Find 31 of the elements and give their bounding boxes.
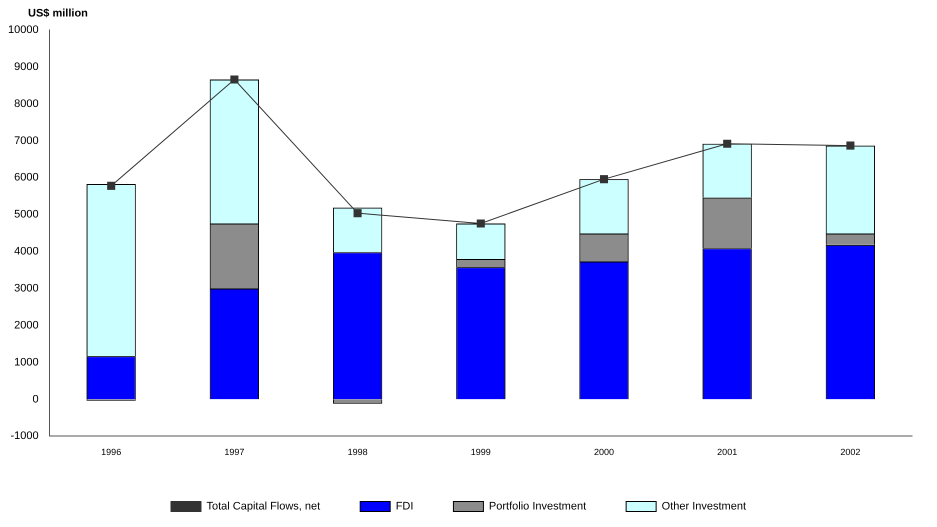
y-tick-label: -1000: [10, 430, 39, 442]
y-tick-label: 1000: [14, 356, 39, 368]
y-tick-label: 0: [32, 393, 39, 406]
x-tick-label: 1996: [101, 447, 122, 458]
y-axis-title: US$ million: [28, 8, 88, 20]
legend-label: FDI: [396, 500, 414, 513]
y-tick-label: 5000: [14, 208, 39, 221]
y-tick-label: 7000: [14, 134, 39, 147]
y-tick-label: 4000: [14, 246, 39, 258]
x-tick-label: 1998: [348, 447, 368, 458]
y-tick-label: 10000: [8, 24, 39, 36]
y-tick-label: 3000: [14, 282, 39, 295]
y-tick-label: 2000: [14, 319, 39, 332]
point: [476, 219, 485, 228]
x-tick-label: 2001: [717, 447, 738, 458]
point: [600, 175, 608, 184]
point: [354, 209, 362, 218]
y-tick-label: 8000: [14, 98, 39, 110]
y-tick-label: 9000: [14, 60, 39, 73]
point: [230, 75, 238, 84]
point: [723, 140, 732, 148]
x-tick-label: 1999: [470, 447, 491, 458]
y-tick-label: 6000: [14, 172, 39, 184]
legend-label: Other Investment: [662, 500, 746, 513]
point: [107, 182, 116, 190]
legend-label: Portfolio Investment: [488, 500, 586, 513]
x-tick-label: 2002: [840, 447, 860, 458]
point: [846, 142, 854, 150]
x-tick-label: 2000: [594, 447, 614, 458]
x-tick-label: 1997: [224, 447, 244, 458]
legend-label: Total Capital Flows, net: [206, 500, 320, 513]
